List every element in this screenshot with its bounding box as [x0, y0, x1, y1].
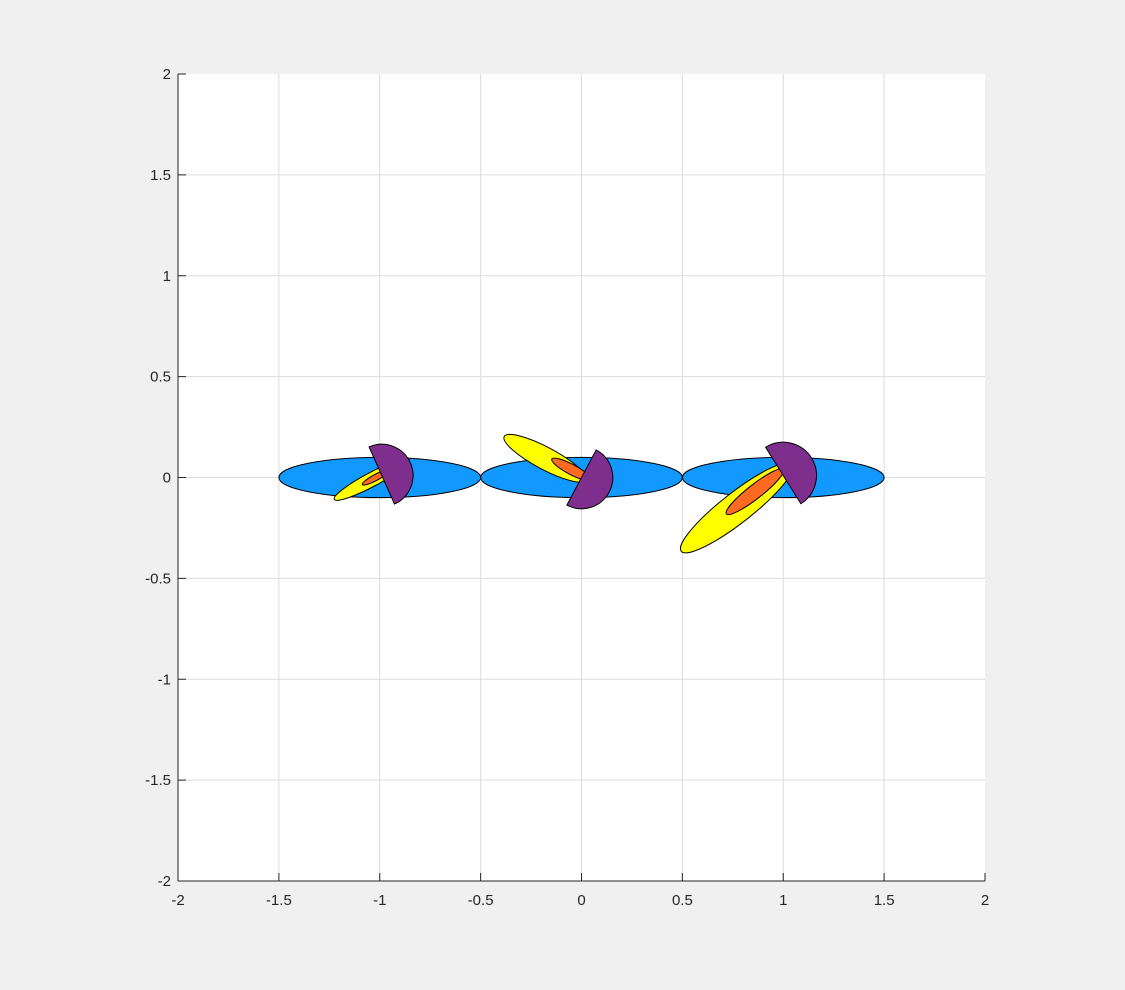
y-tick-label: 0 — [163, 470, 171, 487]
purple-half-disk — [764, 441, 817, 505]
y-tick-label: 0.5 — [150, 369, 171, 386]
axis-lines — [177, 74, 985, 882]
x-tick-label: -1.5 — [266, 892, 292, 909]
axes: -2 -1.5 -1 -0.5 0 0.5 1 1.5 2 -2 -1.5 -1 -0.5 0 0.5 1 1.… — [145, 66, 989, 909]
x-tick-label: -0.5 — [468, 892, 494, 909]
y-tick-label: 1.5 — [150, 167, 171, 184]
plotted-shapes — [278, 433, 885, 554]
y-tick-label: -0.5 — [145, 570, 171, 587]
purple-half-disk — [566, 449, 614, 510]
x-tick-label: -2 — [171, 892, 184, 909]
y-tick-label: -1.5 — [145, 772, 171, 789]
y-tick-label: -1 — [158, 671, 171, 688]
x-tick-label: 0 — [577, 892, 585, 909]
axis-ticks: -2 -1.5 -1 -0.5 0 0.5 1 1.5 2 -2 -1.5 -1 -0.5 0 0.5 1 1.… — [145, 66, 989, 909]
y-tick-label: 2 — [163, 66, 171, 83]
x-tick-label: 1.5 — [874, 892, 895, 909]
y-tick-label: -2 — [158, 873, 171, 890]
y-tick-label: 1 — [163, 268, 171, 285]
x-tick-label: 2 — [981, 892, 989, 909]
x-tick-label: 0.5 — [672, 892, 693, 909]
purple-half-disk — [368, 443, 414, 505]
x-tick-label: 1 — [779, 892, 787, 909]
x-tick-label: -1 — [373, 892, 386, 909]
